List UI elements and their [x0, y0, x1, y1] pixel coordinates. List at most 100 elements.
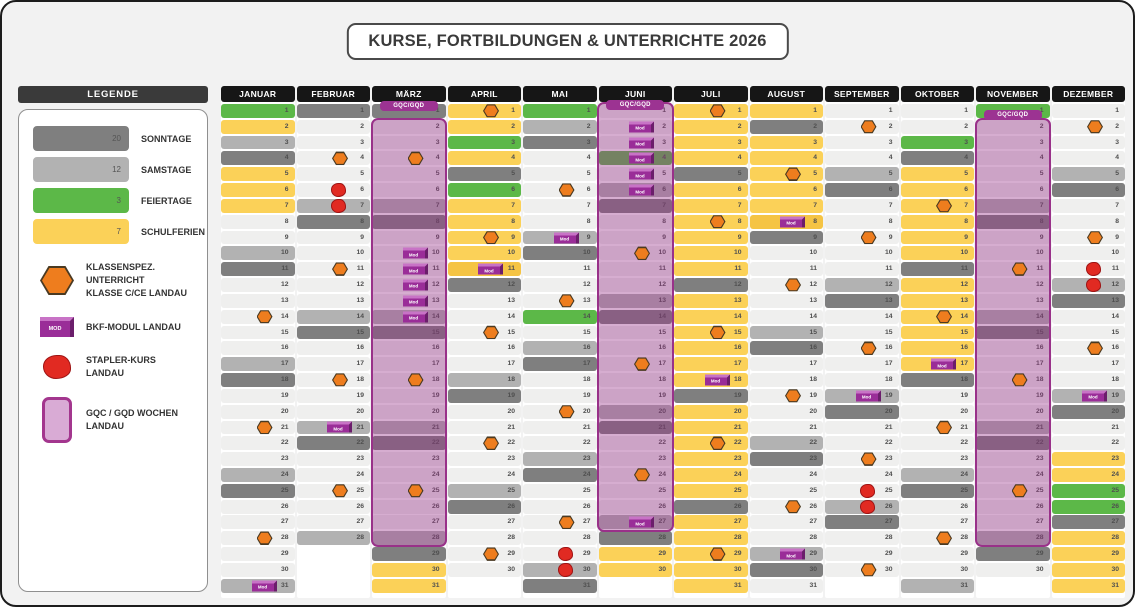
month-header-juni: JUNI — [598, 86, 672, 102]
day-number: 16 — [582, 344, 591, 352]
day-number: 14 — [431, 312, 440, 320]
day-cell-juli-23: 23 — [674, 452, 748, 467]
class-lesson-hexagon-icon — [256, 531, 273, 545]
day-number: 29 — [582, 550, 591, 558]
day-number: 19 — [809, 391, 817, 399]
day-cell-januar-2: 2 — [221, 119, 295, 134]
day-cell-oktober-15: 15 — [900, 325, 974, 340]
day-number: 15 — [1111, 328, 1119, 336]
day-cell-september-27: 27 — [825, 515, 899, 530]
day-number: 5 — [737, 170, 742, 178]
day-number: 12 — [733, 281, 742, 289]
day-number: 29 — [431, 550, 440, 558]
day-number: 12 — [507, 281, 515, 289]
day-cell-juli-15: 15 — [674, 325, 748, 340]
day-number: 20 — [884, 407, 893, 415]
day-cell-november-2: 2 — [976, 119, 1050, 134]
day-number: 17 — [1111, 360, 1119, 368]
day-number: 14 — [507, 312, 515, 320]
bkf-module-icon-label: Mod — [861, 394, 872, 400]
bkf-module-icon: Mod — [855, 390, 881, 402]
day-cell-dezember-20: 20 — [1051, 404, 1125, 419]
day-number: 9 — [964, 233, 968, 241]
month-column-juli: JULI 1 2 3 4 5 6 7 8 9 10 11 12 13 14 15 16 17 18 Mod 19 20 21… — [674, 86, 748, 598]
day-cell-september-26: 26 — [825, 499, 899, 514]
day-cell-august-12: 12 — [749, 278, 823, 292]
day-cell-februar-4: 4 — [296, 151, 370, 166]
class-lesson-hexagon-icon — [860, 119, 877, 134]
day-number: 9 — [662, 233, 666, 241]
day-cell-april-26: 26 — [447, 499, 521, 514]
day-cell-november-16: 16 — [976, 341, 1050, 356]
day-cell-april-15: 15 — [447, 325, 521, 340]
legend-panel: 20 SONNTAGE 12 SAMSTAGE 3 FEIERTAGE 7 SCHULFERI… — [18, 109, 208, 592]
legend-label-gqc-gqd-weeks: GQC / GQD WOCHEN LANDAU — [86, 408, 178, 431]
day-number: 18 — [809, 376, 817, 384]
day-cell-juli-8: 8 — [674, 214, 748, 229]
class-lesson-hexagon-icon — [1011, 484, 1028, 498]
class-lesson-hexagon-icon — [483, 230, 499, 245]
day-cell-juni-18: 18 — [598, 373, 672, 387]
gqc-gqd-band-label: GQC/GQD — [983, 110, 1042, 120]
day-cell-februar-14: 14 — [296, 309, 370, 324]
month-header-november: NOVEMBER — [976, 86, 1050, 102]
day-cell-dezember-2: 2 — [1051, 119, 1125, 134]
class-lesson-hexagon-icon — [332, 262, 348, 276]
day-number: 31 — [431, 581, 440, 589]
day-number: 20 — [582, 407, 591, 415]
day-number: 6 — [360, 186, 364, 194]
day-number: 20 — [1035, 407, 1044, 415]
day-number: 15 — [1035, 328, 1044, 336]
day-cell-november-6: 6 — [976, 183, 1050, 197]
day-cell-februar-21: 21 Mod — [296, 420, 370, 435]
day-number: 23 — [1035, 455, 1044, 463]
day-cell-juli-24: 24 — [674, 467, 748, 482]
bkf-module-icon-label: Mod — [786, 553, 796, 559]
day-number: 11 — [281, 265, 289, 273]
day-cell-juni-4: 4 Mod — [598, 151, 672, 166]
day-cell-november-19: 19 — [976, 388, 1050, 403]
day-number: 7 — [662, 201, 666, 209]
day-cell-april-25: 25 — [447, 483, 521, 498]
day-cell-märz-15: 15 — [372, 325, 446, 340]
day-cell-april-4: 4 — [447, 151, 521, 166]
month-column-april: APRIL 1 2 3 4 5 6 7 8 9 10 11 Mod 12 13 14 15 16 17 18 19 20 2… — [447, 86, 521, 598]
day-cell-dezember-5: 5 — [1051, 167, 1125, 182]
day-cell-dezember-22: 22 — [1051, 436, 1125, 451]
class-lesson-hexagon-icon — [709, 436, 726, 451]
day-cell-september-7: 7 — [825, 198, 899, 213]
day-number: 25 — [960, 486, 968, 494]
day-cell-april-1: 1 — [447, 103, 521, 118]
day-number: 5 — [662, 170, 666, 178]
day-number: 12 — [431, 281, 440, 289]
month-column-oktober: OKTOBER 1 2 3 4 5 6 7 8 9 10 11 12 13 14 15 16 17 Mod 18 19 2… — [900, 86, 974, 598]
day-cell-mai-13: 13 — [523, 293, 597, 308]
legend-swatch-public-holiday: 3 — [33, 188, 129, 213]
day-cell-märz-25: 25 — [372, 483, 446, 498]
day-number: 27 — [1111, 518, 1119, 526]
day-cell-oktober-4: 4 — [900, 151, 974, 166]
day-number: 13 — [884, 296, 893, 304]
day-number: 29 — [733, 550, 742, 558]
day-cell-märz-8: 8 — [372, 214, 446, 229]
day-cell-september-22: 22 — [825, 436, 899, 451]
day-number: 22 — [1111, 439, 1119, 447]
class-lesson-hexagon-icon — [483, 104, 499, 118]
class-lesson-hexagon-icon — [785, 167, 801, 181]
day-number: 14 — [884, 312, 893, 320]
day-cell-mai-11: 11 — [523, 262, 597, 277]
day-number: 3 — [737, 138, 742, 146]
month-column-märz: MÄRZ 1 2 3 4 5 6 7 8 9 10 Mod 11 Mod 12 Mod 13 Mod 14 Mod 15… — [370, 86, 447, 598]
day-cell-januar-13: 13 — [221, 293, 295, 308]
day-number: 1 — [360, 106, 364, 114]
bkf-module-icon-label: Mod — [635, 521, 645, 527]
day-number: 18 — [356, 376, 364, 384]
day-cell-juni-17: 17 — [598, 357, 672, 372]
day-number: 30 — [582, 565, 591, 573]
day-number: 28 — [280, 534, 289, 542]
bkf-module-icon: Mod — [251, 580, 277, 592]
day-number: 17 — [884, 360, 893, 368]
day-cell-mai-1: 1 — [523, 103, 597, 118]
bkf-module-icon: Mod — [704, 374, 730, 386]
day-cell-dezember-28: 28 — [1051, 531, 1125, 546]
